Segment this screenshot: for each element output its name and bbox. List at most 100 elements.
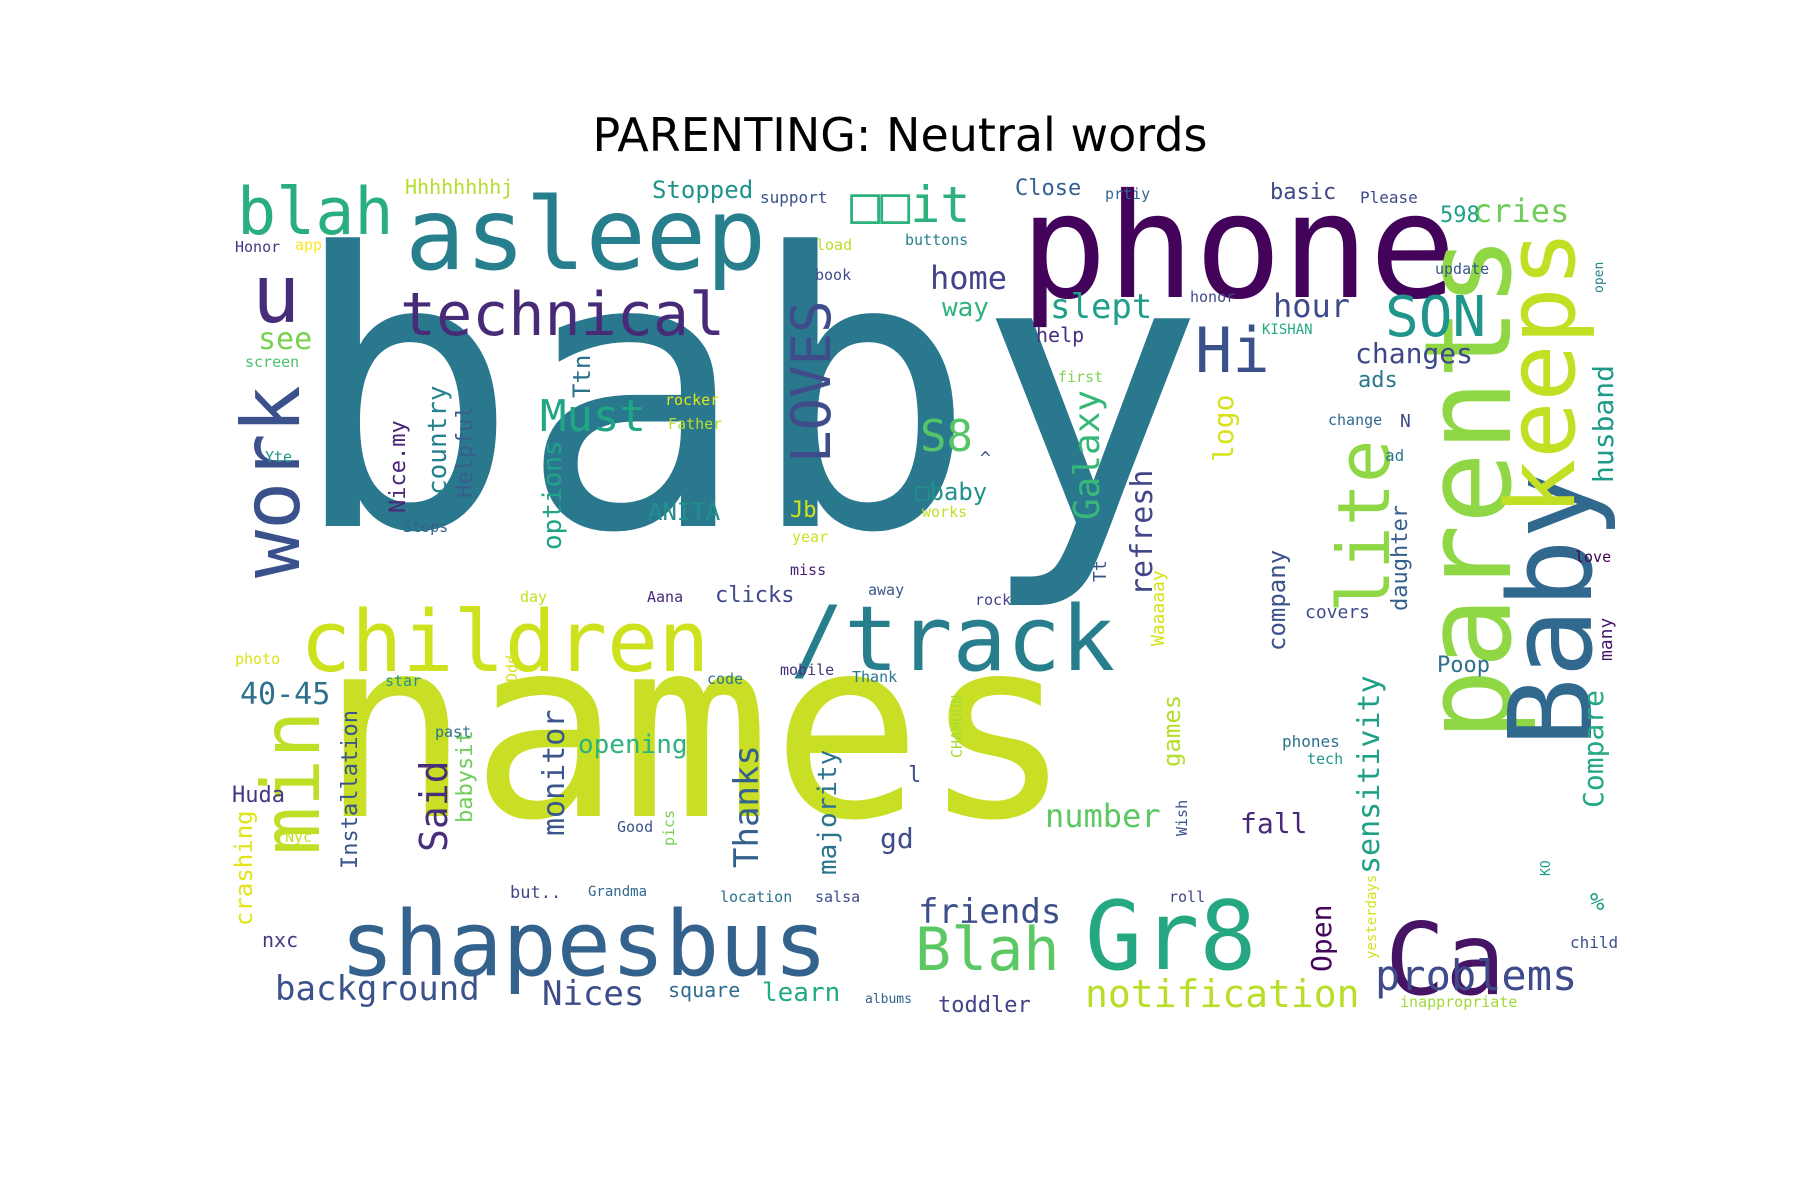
word-hhhhhhhhj: Hhhhhhhhj — [405, 175, 514, 199]
word-keeps: keeps — [1487, 230, 1597, 516]
word-baby: baby — [290, 173, 1206, 616]
word-buttons: buttons — [905, 231, 969, 249]
word-gr8: Gr8 — [1085, 882, 1257, 992]
word-galaxy: Galaxy — [1067, 389, 1108, 520]
word-load: load — [816, 236, 853, 254]
word-father: Father — [668, 415, 723, 433]
word-roll: roll — [1169, 888, 1206, 906]
word-works: works — [922, 503, 968, 521]
word-must: Must — [540, 391, 646, 442]
word-screen: screen — [245, 353, 300, 371]
word-gd: gd — [880, 822, 914, 855]
word-salsa: salsa — [815, 888, 861, 906]
word-babysit: babysit — [453, 730, 478, 823]
word-tt: Tt — [1090, 560, 1111, 582]
word-598: 598 — [1440, 203, 1480, 228]
word-nices: Nices — [542, 974, 645, 1014]
word-ko: KO — [1539, 860, 1554, 876]
word-first: first — [1058, 368, 1104, 386]
word-notification: notification — [1085, 972, 1360, 1016]
word-ddd: Ddd — [503, 654, 521, 682]
word-learn: learn — [762, 978, 841, 1008]
word-loves: LOVES — [780, 300, 843, 463]
word-many: many — [1596, 617, 1617, 661]
word-update: update — [1435, 260, 1490, 278]
word-love: love — [1575, 548, 1612, 566]
word-thanks: Thanks — [727, 745, 767, 868]
word-compare: Compare — [1577, 689, 1610, 808]
word-ad: ad — [1385, 446, 1405, 465]
word-honor: honor — [1190, 288, 1236, 306]
word-open: Open — [1305, 904, 1338, 972]
word-aana: Aana — [647, 588, 684, 606]
word-problems: problems — [1375, 951, 1578, 1000]
word-opening: opening — [578, 730, 688, 760]
word-help: help — [1036, 323, 1085, 347]
word-logo: logo — [1207, 394, 1240, 462]
word-cries: cries — [1473, 192, 1570, 230]
word-n: N — [1400, 411, 1411, 432]
word-u: u — [252, 248, 301, 341]
word-rocker: rocker — [665, 391, 720, 409]
word-yesterdays: yesterdays — [1364, 874, 1380, 959]
word-way: way — [942, 293, 989, 323]
word-background: background — [275, 969, 480, 1009]
word-helpful: Helpful — [453, 405, 478, 498]
word-games: games — [1158, 694, 1186, 767]
word-past: past — [435, 723, 472, 741]
word-40-45: 40-45 — [240, 677, 331, 712]
word-jb: Jb — [790, 498, 817, 523]
word-asleep: asleep — [405, 176, 767, 293]
word-year: year — [792, 528, 829, 546]
word-away: away — [868, 581, 905, 599]
word-app: app — [295, 236, 323, 254]
word-track: /track — [790, 587, 1116, 692]
word-son: SON — [1385, 285, 1487, 350]
word-names: names — [320, 584, 1073, 875]
word-covers: covers — [1305, 602, 1371, 623]
word-hour: hour — [1273, 287, 1351, 325]
word-open: open — [1592, 261, 1607, 293]
word-code: code — [707, 670, 744, 688]
word-honor: Honor — [235, 238, 281, 256]
word-installation: Installation — [338, 710, 363, 869]
word-day: day — [520, 588, 548, 606]
word-majority: majority — [813, 749, 843, 875]
word-crashing: crashing — [230, 810, 258, 926]
word-child: child — [1570, 933, 1619, 952]
word-it: □□it — [850, 176, 971, 234]
word-stopped: Stopped — [652, 176, 754, 204]
word-chamoun: CHAMOUN — [948, 694, 966, 758]
word-phones: phones — [1282, 732, 1340, 751]
word-fall: fall — [1240, 807, 1308, 840]
word-daughter: daughter — [1388, 505, 1413, 611]
word-grandma: Grandma — [588, 884, 648, 900]
word-photo: photo — [235, 650, 281, 668]
word-but: but.. — [510, 883, 562, 903]
word-monitor: monitor — [537, 709, 572, 836]
word-symbol: % — [1590, 888, 1605, 916]
word-pics: pics — [660, 809, 678, 846]
word-hi: Hi — [1195, 314, 1270, 387]
word-poop: Poop — [1437, 653, 1490, 678]
word-shapesbus: shapesbus — [340, 892, 828, 997]
word-see: see — [258, 322, 313, 357]
word-technical: technical — [400, 280, 726, 350]
word-square: square — [668, 978, 741, 1002]
word-ca: Ca — [1385, 901, 1506, 1018]
word-said: Said — [412, 760, 456, 852]
word-basic: basic — [1270, 180, 1337, 205]
word-mobile: mobile — [780, 661, 835, 679]
word-clicks: clicks — [715, 583, 795, 608]
word-slept: slept — [1050, 287, 1153, 327]
word-kishan: KISHAN — [1262, 322, 1313, 338]
word-baby: □baby — [915, 478, 988, 506]
word-s8: S8 — [920, 411, 973, 462]
word-changes: changes — [1355, 337, 1474, 370]
word-toddler: toddler — [938, 993, 1031, 1018]
word-ttn: Ttn — [568, 354, 596, 398]
word-number: number — [1045, 797, 1161, 835]
word-stops: Stops — [403, 518, 449, 536]
word-huda: Huda — [232, 783, 285, 808]
